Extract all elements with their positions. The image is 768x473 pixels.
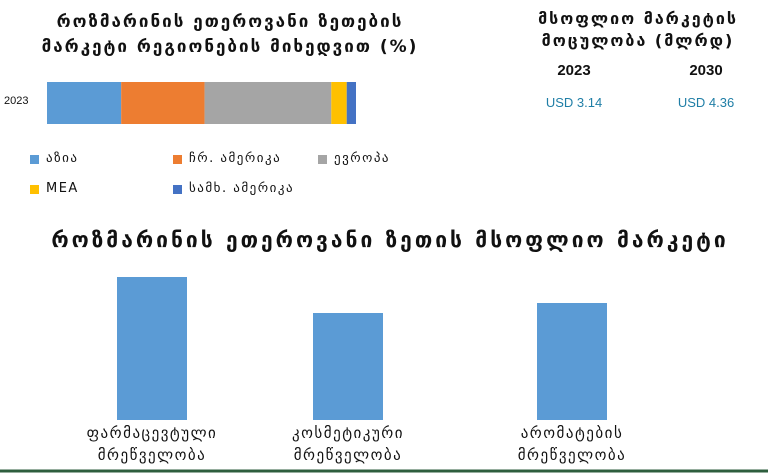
x-tick-label: ფარმაცევტული მრეწველობა [86,424,218,464]
bar-segment [346,82,356,124]
legend-label: აზია [46,151,79,166]
bar [117,277,187,420]
legend-label: ჩრ. ამერიკა [189,151,282,166]
x-tick-label: კოსმეტიკური მრეწველობა [291,424,404,464]
bar-segment [204,82,332,124]
legend-swatch [173,185,182,194]
bar-segment [47,82,122,124]
legend-swatch [30,185,39,194]
market-title: მსოფლიო მარკეტის მოცულობა (მლრდ) [538,9,738,50]
bar-segment [331,82,347,124]
y-tick-label: 2023 [4,95,29,107]
x-tick-label: არომატების მრეწველობა [517,424,627,464]
legend-label: სამხ. ამერიკა [189,181,295,196]
bar-segment [121,82,205,124]
chart-title: როზმარინის ეთეროვანი ზეთების მარკეტი რეგ… [41,12,419,57]
chart-title: როზმარინის ეთეროვანი ზეთის მსოფლიო მარკე… [51,228,729,252]
legend-swatch [318,155,327,164]
bar [537,303,607,420]
legend-label: ევროპა [334,151,391,166]
market-year: 2023 [557,62,591,79]
legend-swatch [30,155,39,164]
market-year: 2030 [689,62,723,79]
legend-swatch [173,155,182,164]
legend-label: MEA [46,181,79,196]
market-value: USD 4.36 [677,95,735,110]
market-value: USD 3.14 [545,95,603,110]
bar [313,313,383,420]
